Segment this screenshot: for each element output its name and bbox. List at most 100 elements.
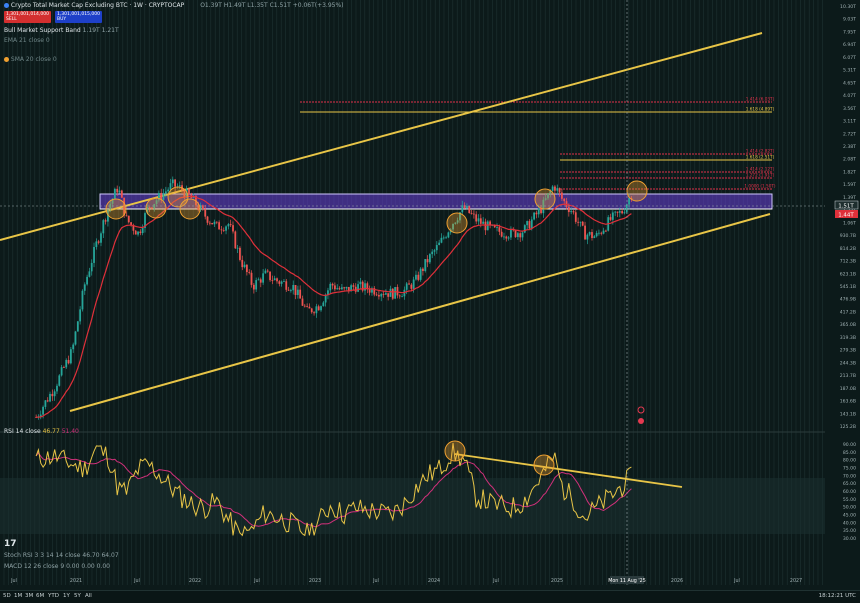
candle-body [218,222,221,230]
candle-body [102,220,105,234]
rsi-legend[interactable]: RSI 14 close 46.77 51.40 [4,428,79,435]
candle-body [567,207,570,213]
alert-marker-dot[interactable] [638,418,644,424]
candle-body [616,211,619,213]
candle-body [141,227,144,234]
candle-body [405,283,408,290]
candle-body [547,193,549,199]
candle-body [364,283,366,291]
time-axis-label: 2027 [790,578,802,584]
candle-body [609,217,612,220]
candle-body [294,284,297,295]
price-axis-label: 4.65T [843,80,856,86]
candle-body [241,259,244,268]
upper-trendline [0,32,763,241]
candle-body [229,224,232,226]
timeframe-5d[interactable]: 5D [3,593,11,599]
candle-body [345,286,348,289]
current-price-tag [834,200,859,210]
rsi-band [0,478,825,534]
rsi-peak-circles [444,440,555,476]
rsi-axis-label: 65.00 [843,481,856,487]
candle-body [410,284,413,289]
rsi-axis-label: 40.00 [843,520,856,526]
candle-body [591,232,593,238]
candle-body [88,271,91,277]
candle-body [232,225,234,232]
candle-body [74,331,77,345]
time-axis-label: 2024 [428,578,440,584]
candle-body [556,188,559,191]
candle-body [285,281,288,290]
candle-body [461,205,464,213]
candle-body [470,213,473,214]
candle-body [324,294,327,303]
time-axis-highlight [610,576,644,584]
time-axis[interactable]: Jul 2021 Jul 2022 Jul 2023 Jul 2024 Jul 2025 Mon 1… [10,576,802,584]
candle-body [164,191,167,194]
candle-body [347,286,350,292]
timeframe-1m[interactable]: 1M [14,593,23,599]
candle-body [415,274,417,280]
candle-body [86,276,88,285]
candle-body [466,205,468,209]
candle-body [577,221,580,223]
rsi-axis-label: 35.00 [843,528,856,534]
rsi-line [35,442,632,537]
candle-body [199,205,202,211]
timeframe-6m[interactable]: 6M [36,593,45,599]
rsi-axis-label: 75.00 [843,466,856,472]
candle-body [523,225,526,233]
time-axis-label: Jul [372,578,379,584]
timeframe-ytd[interactable]: YTD [48,593,59,599]
rsi-axis-label: 50.00 [843,505,856,511]
ema-line [36,195,632,418]
candle-body [227,224,230,227]
candle-body [83,284,86,291]
candle-body [581,221,584,226]
candle-body [535,212,538,215]
indicator-sma[interactable]: SMA 20 close 0 [4,56,57,63]
alert-marker[interactable] [637,406,645,414]
candle-body [486,221,489,231]
stoch-rsi-legend[interactable]: Stoch RSI 3 3 14 14 close 46.70 64.07 [4,552,119,559]
indicator-bull-band[interactable]: Bull Market Support Band 1.19T 1.21T [4,27,119,34]
candle-body [419,268,422,280]
candle-body [542,199,545,214]
candle-body [134,230,137,235]
price-axis-label: 187.0B [840,386,856,392]
secondary-price-tag [835,210,858,218]
price-axis[interactable]: 10.30T 9.03T 7.95T 6.94T 6.07T 5.31T 4.65T 4.07… [840,4,856,430]
timeframe-1y[interactable]: 1Y [63,593,70,599]
fib-label: 1.414 (6.03T) [746,97,775,102]
time-axis-label: Jul [733,578,740,584]
candle-body [445,237,447,239]
candle-body [375,294,378,296]
candle-body [426,259,429,263]
candle-body [206,216,209,223]
candle-body [259,279,262,283]
secondary-price-label: 1.44T [838,213,854,219]
fib-label: 1.0000 (1.50T) [744,184,775,189]
buy-button[interactable]: 1,301,001,015,000 BUY [55,11,102,23]
price-axis-label: 2.08T [843,157,856,163]
candle-body [171,179,174,184]
candle-body [322,302,325,307]
candle-body [243,264,246,268]
macd-legend[interactable]: MACD 12 26 close 9 0.00 0.00 0.00 [4,563,110,570]
utc-clock: 18:12:21 UTC [818,593,856,599]
candle-body [308,306,311,309]
timeframe-all[interactable]: All [85,593,92,599]
sell-button[interactable]: 1,301,001,014,000 SELL [4,11,51,23]
candle-body [528,221,531,229]
price-axis-label: 1.82T [843,169,856,175]
indicator-ema[interactable]: EMA 21 close 0 [4,37,50,44]
candle-body [537,208,540,215]
time-axis-label: Jul [133,578,140,584]
timeframe-5y[interactable]: 5Y [74,593,81,599]
rsi-axis-label: 30.00 [843,536,856,542]
timeframe-3m[interactable]: 3M [25,593,34,599]
candle-body [336,288,339,290]
